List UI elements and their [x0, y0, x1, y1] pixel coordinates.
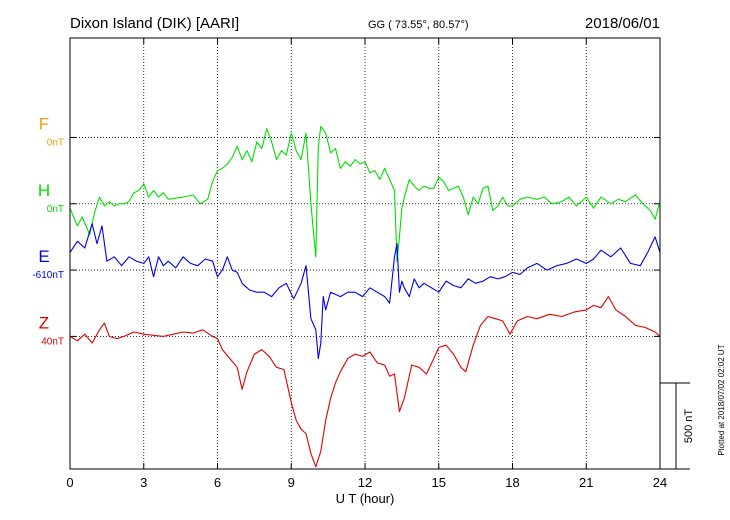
series-baseline-H: 0nT	[47, 204, 64, 215]
x-tick-label: 0	[66, 475, 73, 490]
x-axis-label: U T (hour)	[336, 491, 395, 506]
chart-date: 2018/06/01	[585, 15, 660, 32]
plotted-at-note: Plotted at 2018/07/02 02:02 UT	[717, 344, 726, 455]
x-tick-label: 12	[358, 475, 372, 490]
station-title: Dixon Island (DIK) [AARI]	[70, 15, 239, 32]
series-labels: F 0nT H 0nT E -610nT Z 40nT	[32, 114, 64, 347]
x-tick-label: 18	[505, 475, 519, 490]
plot-frame	[69, 37, 661, 470]
x-tick-label: 24	[653, 475, 667, 490]
series-line-Z	[69, 296, 661, 468]
series-line-H	[69, 125, 661, 262]
series-baseline-E: -610nT	[32, 270, 64, 281]
x-tick-label: 21	[579, 475, 593, 490]
series-line-E	[69, 223, 661, 360]
x-tick-labels: 0 3 6 9 12 15 18 21 24	[66, 475, 667, 490]
x-tick-label: 6	[214, 475, 221, 490]
series-name-Z: Z	[39, 313, 49, 332]
x-tick-label: 3	[140, 475, 147, 490]
x-tick-label: 9	[288, 475, 295, 490]
geo-coordinates: GG ( 73.55°, 80.57°)	[368, 19, 469, 31]
series-lines	[69, 125, 661, 468]
x-tick-label: 15	[432, 475, 446, 490]
series-baseline-Z: 40nT	[41, 336, 64, 347]
series-baseline-F: 0nT	[47, 137, 64, 148]
series-name-F: F	[39, 114, 49, 133]
grid-lines	[69, 38, 661, 469]
scale-bar: 500 nT	[660, 382, 695, 470]
series-name-E: E	[38, 247, 49, 266]
scale-bar-label: 500 nT	[683, 409, 695, 444]
series-name-H: H	[38, 181, 50, 200]
